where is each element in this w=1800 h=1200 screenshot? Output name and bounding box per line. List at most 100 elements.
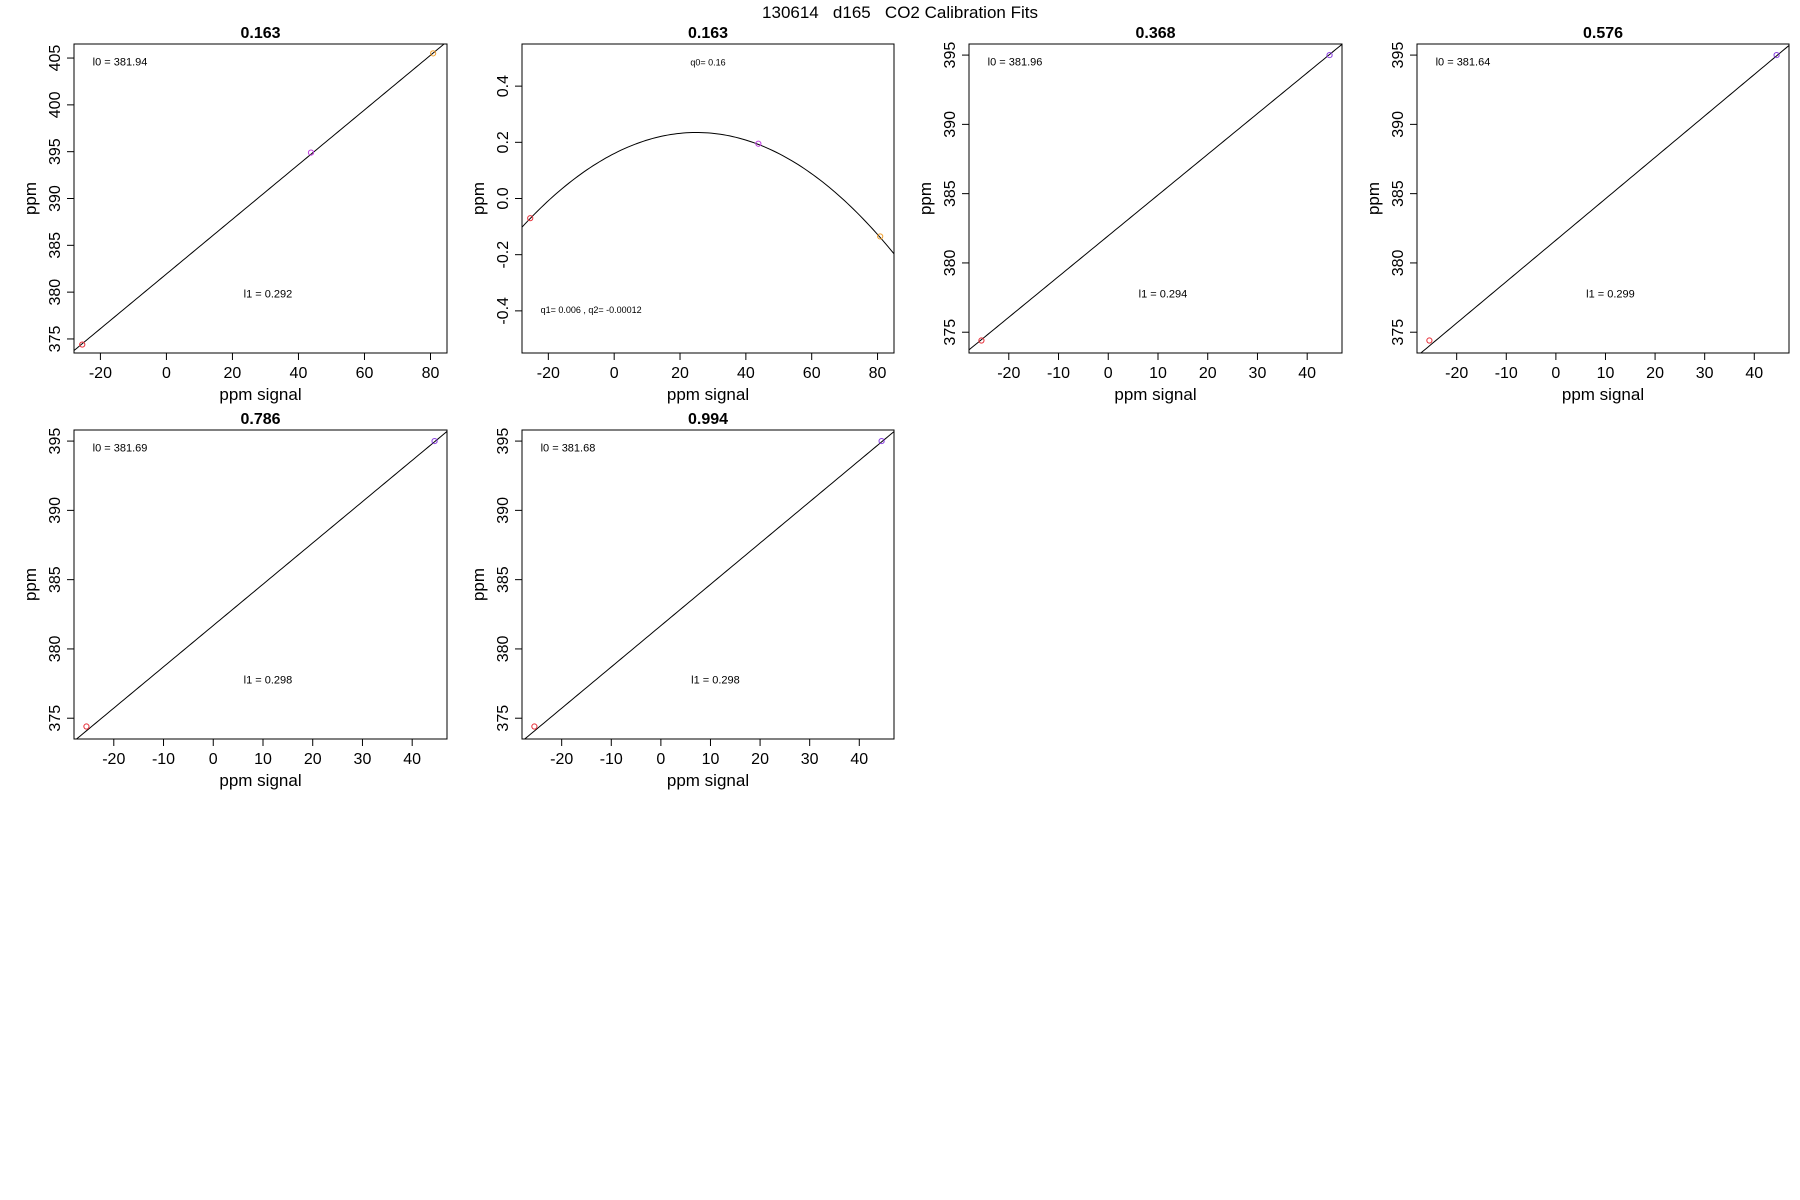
x-tick-label: 20 (1646, 365, 1664, 382)
y-tick-label: 385 (1390, 180, 1407, 207)
x-tick-label: 60 (803, 365, 821, 382)
x-tick-label: 10 (702, 751, 720, 768)
data-point (431, 437, 438, 445)
y-tick-label: 0.0 (495, 187, 512, 209)
fit-annotation: l0 = 381.68 (541, 443, 596, 455)
fit-annotation: l0 = 381.64 (1436, 57, 1491, 69)
y-tick-label: 390 (47, 185, 64, 212)
data-point (79, 341, 86, 348)
x-axis-label: ppm signal (219, 385, 301, 404)
x-tick-label: -20 (89, 365, 112, 382)
panel-title: 0.163 (240, 25, 280, 42)
y-tick-label: 390 (495, 497, 512, 524)
x-tick-label: 80 (422, 365, 440, 382)
data-point (978, 337, 985, 344)
x-tick-label: -10 (1495, 365, 1518, 382)
y-tick-label: 385 (47, 566, 64, 593)
x-tick-label: 0 (1551, 365, 1560, 382)
x-tick-label: -20 (102, 751, 125, 768)
data-point (531, 723, 538, 730)
x-tick-label: 10 (1149, 365, 1167, 382)
plot-frame (73, 429, 448, 740)
x-tick-label: 0 (656, 751, 665, 768)
fit-annotation: q1= 0.006 , q2= -0.00012 (541, 305, 642, 315)
calibration-panel-5: 0.786 -20 -10 0 10 20 30 40 375 380 385 390 395 ppm s… (21, 411, 448, 790)
y-tick-label: 375 (47, 326, 64, 353)
fit-line (969, 44, 1342, 351)
fit-annotation: l1 = 0.292 (244, 288, 293, 300)
y-axis-label: ppm (21, 568, 40, 601)
x-tick-label: 20 (671, 365, 689, 382)
y-tick-label: 385 (495, 566, 512, 593)
fit-annotation: l1 = 0.298 (244, 674, 293, 686)
y-tick-label: 0.4 (495, 75, 512, 97)
fit-annotation: l1 = 0.298 (691, 674, 740, 686)
y-axis-label: ppm (21, 182, 40, 215)
calibration-panel-3: 0.368 -20 -10 0 10 20 30 40 375 380 385 390 395 ppm s… (916, 25, 1343, 404)
y-axis-label: ppm (916, 182, 935, 215)
fit-line (522, 131, 894, 255)
fit-line (1420, 45, 1789, 353)
data-point (1426, 337, 1433, 344)
panel-title: 0.786 (240, 411, 280, 428)
y-tick-label: 390 (942, 111, 959, 138)
fit-annotation: l1 = 0.299 (1586, 288, 1635, 300)
panel-title: 0.163 (688, 25, 728, 42)
plot-frame (968, 43, 1343, 354)
x-tick-label: 30 (1249, 365, 1267, 382)
x-tick-label: 30 (801, 751, 819, 768)
y-tick-label: 375 (495, 705, 512, 732)
y-tick-label: -0.2 (495, 241, 512, 269)
x-axis-label: ppm signal (219, 771, 301, 790)
x-tick-label: -10 (600, 751, 623, 768)
calibration-panel-1: 0.163 -20 0 20 40 60 80 375 380 385 390 395 400 405 pp… (21, 25, 448, 404)
y-tick-label: 385 (47, 232, 64, 259)
data-point (755, 140, 762, 147)
y-tick-label: 380 (1390, 249, 1407, 276)
x-tick-label: 40 (850, 751, 868, 768)
y-tick-label: 395 (47, 138, 64, 165)
x-tick-label: 80 (869, 365, 887, 382)
x-tick-label: 40 (290, 365, 308, 382)
fit-annotation: q0= 0.16 (690, 58, 725, 68)
data-point (83, 723, 90, 730)
x-tick-label: 30 (1696, 365, 1714, 382)
plot-frame (73, 43, 448, 354)
fit-annotation: l0 = 381.69 (93, 443, 148, 455)
y-tick-label: 395 (47, 428, 64, 455)
x-tick-label: 0 (162, 365, 171, 382)
panel-title: 0.576 (1583, 25, 1623, 42)
data-point (877, 233, 884, 240)
x-tick-label: 20 (751, 751, 769, 768)
x-tick-label: -10 (1047, 365, 1070, 382)
y-axis-label: ppm (469, 182, 488, 215)
y-axis-label: ppm (469, 568, 488, 601)
x-tick-label: 0 (209, 751, 218, 768)
y-tick-label: 375 (1390, 319, 1407, 346)
figure-title: 130614 d165 CO2 Calibration Fits (762, 3, 1038, 22)
x-tick-label: 30 (354, 751, 372, 768)
x-axis-label: ppm signal (1562, 385, 1644, 404)
x-tick-label: -20 (550, 751, 573, 768)
y-tick-label: 395 (942, 42, 959, 69)
x-tick-label: 40 (1745, 365, 1763, 382)
x-tick-label: 60 (356, 365, 374, 382)
x-tick-label: 40 (1298, 365, 1316, 382)
fit-annotation: l0 = 381.96 (988, 57, 1043, 69)
fit-line (75, 431, 447, 739)
y-tick-label: 380 (495, 635, 512, 662)
plot-frame (1416, 43, 1790, 354)
x-tick-label: -10 (152, 751, 175, 768)
y-tick-label: 380 (47, 279, 64, 306)
fit-line (74, 44, 445, 351)
x-tick-label: 40 (737, 365, 755, 382)
y-tick-label: 400 (47, 91, 64, 118)
x-axis-label: ppm signal (1114, 385, 1196, 404)
y-tick-label: 390 (47, 497, 64, 524)
x-tick-label: 0 (610, 365, 619, 382)
x-axis-label: ppm signal (667, 771, 749, 790)
y-tick-label: 380 (942, 249, 959, 276)
panel-title: 0.368 (1135, 25, 1175, 42)
x-tick-label: -20 (537, 365, 560, 382)
